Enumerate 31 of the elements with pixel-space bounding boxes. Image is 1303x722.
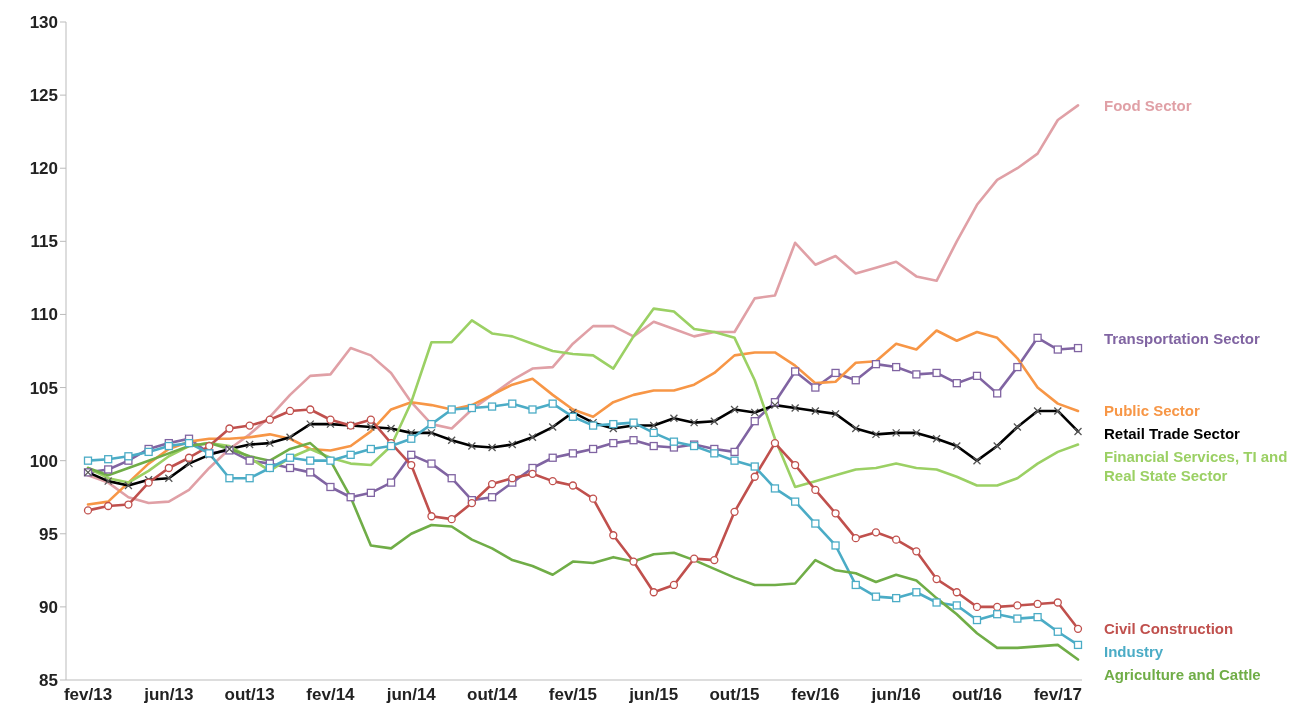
y-tick-label: 130: [29, 13, 58, 33]
y-tick-label: 115: [30, 232, 58, 252]
x-tick-label: jun/13: [143, 685, 194, 705]
y-tick-label: 85: [39, 671, 58, 691]
series-label: Industry: [1104, 642, 1165, 662]
x-tick-label: fev/14: [306, 685, 356, 705]
y-tick-label: 120: [29, 159, 58, 179]
series-label: Agriculture and Cattle: [1104, 665, 1262, 685]
y-tick-label: 110: [30, 305, 58, 325]
y-tick-label: 100: [29, 451, 58, 471]
x-tick-label: jun/14: [385, 685, 437, 705]
x-tick-label: out/14: [467, 685, 518, 705]
series-label: Public Sector: [1104, 401, 1201, 421]
y-tick-label: 95: [39, 524, 58, 544]
y-tick-label: 125: [29, 86, 58, 106]
x-tick-label: jun/16: [870, 685, 921, 705]
x-tick-label: fev/17: [1033, 685, 1082, 705]
series-label: Financial Services, TI and Real State Sector: [1104, 447, 1289, 486]
x-tick-label: out/13: [224, 685, 275, 705]
series-label: Retail Trade Sector: [1104, 424, 1241, 444]
x-tick-label: jun/15: [628, 685, 679, 705]
y-tick-label: 90: [39, 597, 58, 617]
x-tick-label: out/15: [709, 685, 760, 705]
series-label: Food Sector: [1104, 95, 1193, 115]
series-label: Transportation Sector: [1104, 329, 1261, 349]
x-tick-label: out/16: [951, 685, 1003, 705]
x-tick-label: fev/16: [791, 685, 840, 705]
series-label: Civil Construction: [1104, 619, 1235, 639]
x-tick-label: fev/15: [548, 685, 597, 705]
x-tick-label: fev/13: [63, 685, 113, 705]
y-tick-label: 105: [29, 378, 58, 398]
